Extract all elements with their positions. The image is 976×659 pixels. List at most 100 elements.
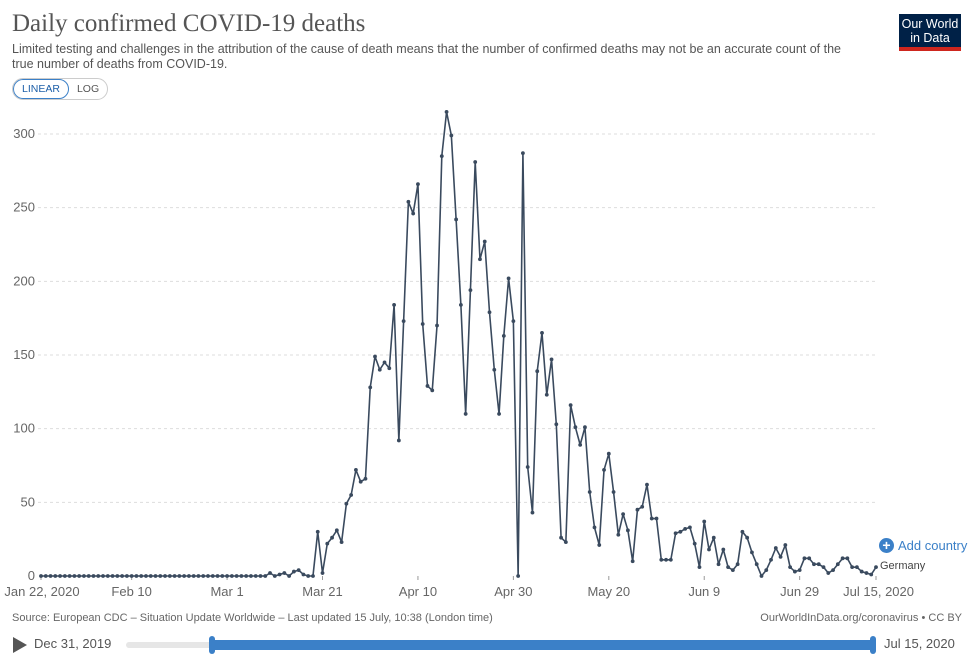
data-point[interactable] [845, 556, 850, 561]
data-point[interactable] [864, 571, 869, 575]
data-point[interactable] [492, 367, 497, 372]
data-point[interactable] [225, 574, 229, 578]
data-point[interactable] [516, 574, 521, 578]
add-country-button[interactable]: + Add country [879, 538, 967, 553]
data-point[interactable] [201, 574, 206, 578]
data-point[interactable] [478, 257, 482, 262]
data-point[interactable] [511, 319, 516, 324]
data-point[interactable] [583, 425, 587, 430]
data-point[interactable] [439, 154, 444, 159]
play-icon[interactable] [13, 637, 27, 653]
data-point[interactable] [454, 217, 459, 222]
data-point[interactable] [301, 572, 306, 577]
data-point[interactable] [330, 535, 334, 540]
data-point[interactable] [578, 442, 583, 447]
data-point[interactable] [602, 468, 606, 472]
data-point[interactable] [382, 360, 387, 365]
data-point[interactable] [253, 574, 258, 578]
data-point[interactable] [816, 562, 821, 567]
data-point[interactable] [707, 547, 711, 552]
data-point[interactable] [673, 531, 678, 536]
timeline-start-handle[interactable] [209, 636, 215, 654]
data-point[interactable] [521, 151, 525, 156]
data-point[interactable] [282, 571, 287, 575]
data-point[interactable] [497, 412, 501, 416]
data-point[interactable] [377, 367, 382, 372]
data-point[interactable] [549, 357, 554, 362]
data-point[interactable] [769, 557, 773, 562]
series-label[interactable]: Germany [880, 560, 926, 572]
data-point[interactable] [554, 422, 559, 427]
data-point[interactable] [210, 574, 215, 578]
data-point[interactable] [802, 556, 807, 561]
data-point[interactable] [277, 572, 282, 577]
data-point[interactable] [812, 562, 816, 567]
data-point[interactable] [258, 574, 263, 578]
data-point[interactable] [129, 574, 134, 578]
data-point[interactable] [821, 565, 826, 570]
data-point[interactable] [592, 525, 597, 530]
data-point[interactable] [191, 574, 196, 578]
data-point[interactable] [835, 562, 840, 567]
data-point[interactable] [263, 574, 268, 578]
data-point[interactable] [172, 574, 177, 578]
data-point[interactable] [220, 574, 225, 578]
data-point[interactable] [110, 574, 115, 578]
data-point[interactable] [645, 482, 649, 487]
data-point[interactable] [358, 479, 363, 484]
data-point[interactable] [105, 574, 110, 578]
data-point[interactable] [530, 510, 535, 515]
data-point[interactable] [449, 133, 454, 138]
data-point[interactable] [101, 574, 105, 578]
data-point[interactable] [411, 211, 416, 216]
data-point[interactable] [177, 574, 182, 578]
data-point[interactable] [606, 451, 611, 456]
data-point[interactable] [754, 562, 759, 567]
data-point[interactable] [745, 535, 750, 540]
data-point[interactable] [296, 568, 301, 573]
data-point[interactable] [167, 574, 172, 578]
data-point[interactable] [850, 565, 855, 570]
owid-logo[interactable]: Our World in Data [899, 14, 961, 51]
data-point[interactable] [344, 501, 349, 506]
data-point[interactable] [711, 535, 716, 540]
data-point[interactable] [124, 574, 129, 578]
data-point[interactable] [688, 525, 692, 530]
data-point[interactable] [268, 571, 272, 575]
data-point[interactable] [430, 388, 435, 393]
data-point[interactable] [153, 574, 158, 578]
data-point[interactable] [611, 490, 616, 494]
data-point[interactable] [420, 322, 425, 326]
data-point[interactable] [425, 384, 430, 388]
data-point[interactable] [726, 565, 730, 570]
data-point[interactable] [826, 571, 831, 575]
data-point[interactable] [406, 199, 411, 204]
data-point[interactable] [702, 519, 707, 524]
data-point[interactable] [540, 331, 544, 335]
timeline-end-handle[interactable] [870, 636, 876, 654]
data-point[interactable] [730, 568, 735, 573]
data-point[interactable] [396, 438, 401, 443]
source-url[interactable]: OurWorldInData.org/coronavirus • CC BY [760, 612, 962, 624]
data-point[interactable] [368, 385, 373, 390]
data-point[interactable] [444, 110, 449, 114]
data-point[interactable] [597, 543, 602, 547]
data-point[interactable] [831, 568, 835, 573]
data-point[interactable] [58, 574, 62, 578]
data-point[interactable] [525, 465, 530, 469]
data-point[interactable] [501, 333, 506, 338]
timeline-selected-range[interactable] [212, 640, 874, 650]
data-point[interactable] [144, 574, 148, 578]
data-point[interactable] [840, 556, 845, 561]
data-point[interactable] [559, 535, 563, 540]
data-point[interactable] [215, 574, 220, 578]
data-point[interactable] [640, 504, 645, 509]
data-point[interactable] [334, 528, 339, 533]
data-point[interactable] [649, 516, 654, 521]
data-point[interactable] [306, 574, 311, 578]
data-point[interactable] [339, 540, 344, 545]
data-point[interactable] [139, 574, 144, 578]
data-point[interactable] [678, 529, 683, 534]
data-point[interactable] [120, 574, 125, 578]
data-point[interactable] [373, 354, 377, 359]
